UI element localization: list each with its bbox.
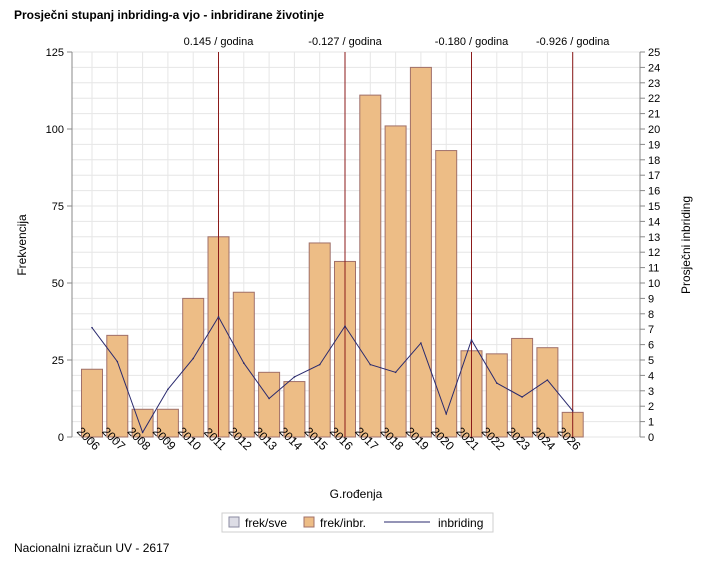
y-tick-label-right: 13 [648, 232, 660, 244]
bar [536, 347, 559, 438]
legend-swatch-frek-sve [228, 516, 240, 528]
y-tick-label-right: 24 [648, 62, 660, 74]
line-point [243, 362, 245, 364]
reference-line-label: -0.180 / godina [435, 36, 509, 48]
y-tick-label-left: 50 [52, 278, 64, 290]
chart-title: Prosječni stupanj inbriding-a vjo - inbr… [14, 8, 325, 22]
y-tick-label-left: 125 [46, 47, 64, 59]
y-tick-label-right: 9 [648, 293, 654, 305]
line-point [217, 316, 220, 318]
y-tick-label-right: 22 [648, 93, 660, 105]
line-point [546, 379, 549, 381]
legend-label-frek-sve: frek/sve [245, 516, 287, 530]
y-tick-label-right: 15 [648, 201, 660, 213]
footer-note: Nacionalni izračun UV - 2617 [14, 541, 170, 555]
y-tick-label-right: 21 [648, 109, 660, 121]
series-line-inbriding [91, 315, 574, 434]
line-point [521, 396, 523, 398]
y-tick-label-right: 10 [648, 278, 660, 290]
legend: frek/sve frek/inbr. inbriding [221, 512, 494, 533]
y-tick-label-left: 100 [46, 124, 64, 136]
y-tick-label-right: 23 [648, 78, 660, 90]
y-tick-label-right: 4 [648, 370, 654, 382]
line-point [192, 357, 194, 360]
legend-swatch-frek-inbr [303, 516, 315, 528]
y-tick-label-left: 75 [52, 201, 64, 213]
bar [409, 66, 432, 438]
y-tick-label-right: 11 [648, 263, 659, 275]
y-tick-label-right: 2 [648, 401, 654, 413]
legend-label-frek-inbr: frek/inbr. [320, 516, 366, 530]
y-tick-label-left: 0 [58, 432, 64, 444]
line-point [394, 371, 397, 374]
y-tick-label-right: 6 [648, 340, 654, 352]
x-axis-title: G.rođenja [330, 487, 383, 501]
line-point [420, 342, 422, 344]
line-point [369, 363, 372, 366]
y-tick-label-right: 25 [648, 47, 660, 59]
y-tick-label-right: 14 [648, 216, 660, 228]
y-tick-label-right: 1 [648, 417, 654, 429]
y-tick-label-left: 25 [52, 355, 64, 367]
y-tick-label-right: 0 [648, 432, 654, 444]
bar [106, 334, 129, 438]
bar [384, 125, 407, 438]
y-axis-title-right: Prosječni inbriding [679, 196, 693, 294]
bar [232, 291, 255, 438]
y-axis-title-left: Frekvencija [15, 214, 29, 276]
line-point [470, 339, 473, 341]
line-point [91, 326, 93, 329]
legend-label-inbriding: inbriding [438, 516, 483, 530]
y-tick-label-right: 5 [648, 355, 654, 367]
reference-line-label: -0.127 / godina [308, 36, 382, 48]
y-tick-label-right: 17 [648, 170, 660, 182]
y-tick-label-right: 20 [648, 124, 660, 136]
line-point [496, 382, 498, 384]
line-point [571, 410, 574, 412]
legend-box [221, 512, 494, 533]
y-tick-label-right: 7 [648, 324, 654, 336]
line-point [268, 397, 270, 400]
y-tick-label-right: 3 [648, 386, 654, 398]
line-point [116, 360, 119, 363]
y-tick-label-right: 16 [648, 186, 660, 198]
reference-line-label: 0.145 / godina [184, 36, 255, 48]
line-point [293, 376, 296, 378]
line-point [167, 388, 169, 391]
bar [359, 94, 382, 438]
line-point [318, 363, 321, 366]
bar [511, 337, 534, 438]
y-tick-label-right: 8 [648, 309, 654, 321]
bar [308, 242, 331, 438]
line-point [445, 413, 448, 415]
y-tick-label-right: 18 [648, 155, 660, 167]
line-point [141, 431, 144, 434]
reference-line-label: -0.926 / godina [536, 36, 610, 48]
y-tick-label-right: 12 [648, 247, 660, 259]
y-tick-label-right: 19 [648, 139, 660, 151]
line-point [344, 325, 346, 327]
